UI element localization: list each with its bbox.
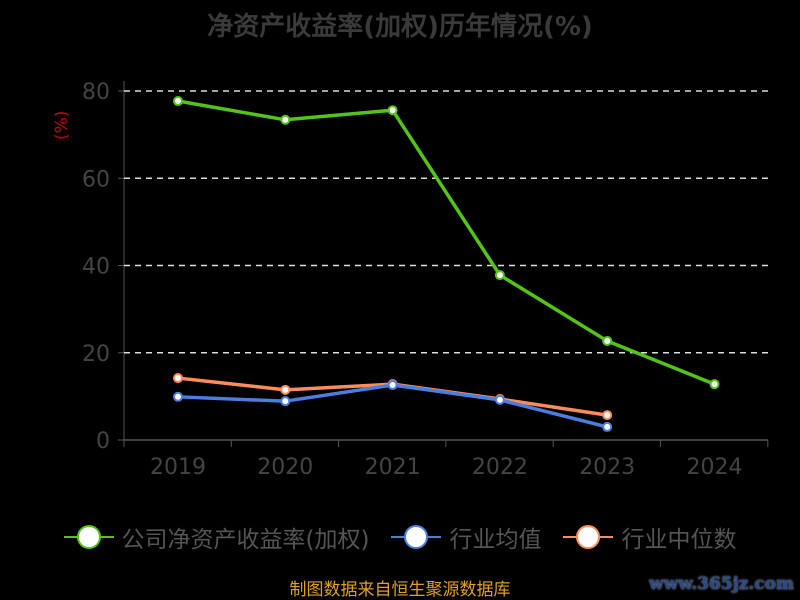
y-tick-label: 0 bbox=[96, 429, 110, 454]
series-line bbox=[177, 99, 716, 386]
source-note: 制图数据来自恒生聚源数据库 bbox=[289, 580, 511, 600]
legend-label: 公司净资产收益率(加权) bbox=[121, 527, 370, 553]
y-tick-label: 20 bbox=[82, 342, 110, 367]
data-point bbox=[494, 270, 505, 281]
legend-label: 行业中位数 bbox=[621, 527, 737, 553]
data-point bbox=[602, 421, 613, 432]
x-tick-label: 2022 bbox=[472, 455, 528, 480]
legend-label: 行业均值 bbox=[449, 527, 542, 553]
data-point bbox=[173, 391, 183, 402]
data-point bbox=[387, 380, 398, 391]
chart-title: 净资产收益率(加权)历年情况(%) bbox=[207, 12, 593, 42]
data-point bbox=[173, 373, 183, 384]
data-point bbox=[280, 396, 291, 407]
y-tick-label: 40 bbox=[82, 255, 110, 280]
data-point bbox=[709, 379, 720, 390]
data-point bbox=[494, 394, 505, 405]
legend-marker-icon bbox=[63, 525, 114, 549]
legend-item[interactable]: 公司净资产收益率(加权) bbox=[63, 520, 370, 554]
data-point bbox=[280, 384, 291, 395]
watermark: www.365jz.com bbox=[649, 574, 794, 594]
x-tick-label: 2021 bbox=[365, 455, 421, 480]
data-point bbox=[387, 105, 398, 116]
legend-marker-icon bbox=[391, 525, 442, 549]
x-tick-label: 2023 bbox=[579, 455, 635, 480]
data-point bbox=[173, 96, 183, 107]
legend-item[interactable]: 行业均值 bbox=[391, 520, 541, 554]
legend: 公司净资产收益率(加权) 行业均值 行业中位数 bbox=[0, 520, 800, 554]
y-tick-label: 60 bbox=[82, 167, 110, 192]
data-point bbox=[602, 335, 613, 346]
legend-item[interactable]: 行业中位数 bbox=[563, 520, 736, 554]
legend-marker-icon bbox=[563, 525, 614, 549]
x-tick-label: 2019 bbox=[150, 455, 206, 480]
x-tick-label: 2020 bbox=[257, 455, 313, 480]
x-tick-label: 2024 bbox=[687, 455, 743, 480]
data-point bbox=[280, 114, 291, 125]
y-tick-label: 80 bbox=[82, 80, 110, 105]
data-point bbox=[602, 410, 613, 421]
